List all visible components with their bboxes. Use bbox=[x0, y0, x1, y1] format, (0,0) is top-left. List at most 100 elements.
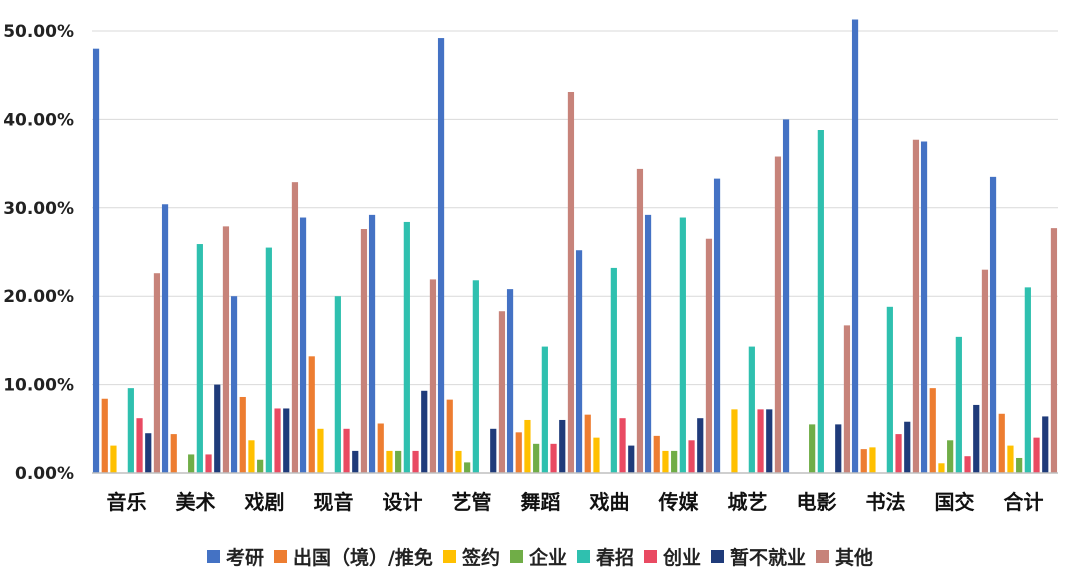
bar bbox=[498, 311, 506, 473]
bar bbox=[671, 450, 678, 473]
bar bbox=[464, 462, 471, 473]
legend-label: 签约 bbox=[461, 546, 500, 569]
x-category-label: 电影 bbox=[797, 490, 837, 514]
bar bbox=[230, 296, 238, 473]
bar bbox=[904, 421, 911, 473]
y-tick-label: 50.00% bbox=[3, 22, 74, 42]
bar bbox=[334, 296, 341, 473]
legend-label: 暂不就业 bbox=[730, 546, 807, 569]
legend-swatch bbox=[442, 549, 456, 563]
bar bbox=[782, 119, 790, 474]
legend-label: 考研 bbox=[225, 546, 264, 569]
x-category-label: 戏剧 bbox=[244, 490, 285, 514]
bar bbox=[101, 398, 108, 473]
bar bbox=[636, 168, 644, 474]
bar bbox=[257, 459, 264, 473]
y-axis-ticks: 0.00% 10.00% 20.00% 30.00% 40.00% 50.00% bbox=[3, 22, 74, 484]
bar bbox=[662, 450, 669, 473]
bar bbox=[679, 217, 686, 473]
y-tick-label: 40.00% bbox=[3, 110, 74, 130]
bar bbox=[437, 38, 445, 474]
legend-item: 其他 bbox=[816, 543, 873, 570]
legend-label: 其他 bbox=[835, 546, 874, 569]
bar bbox=[386, 450, 393, 473]
bar bbox=[1050, 228, 1058, 473]
bar bbox=[1024, 287, 1031, 473]
bar bbox=[731, 409, 738, 473]
legend-item: 企业 bbox=[509, 543, 567, 570]
bar bbox=[153, 273, 161, 473]
legend-label: 春招 bbox=[595, 546, 634, 569]
bar bbox=[446, 399, 453, 473]
x-category-label: 国交 bbox=[935, 490, 975, 514]
bar bbox=[584, 414, 591, 473]
bar bbox=[981, 269, 989, 473]
bar bbox=[455, 450, 462, 473]
bar bbox=[774, 156, 782, 473]
bar bbox=[973, 404, 980, 473]
bar bbox=[766, 409, 773, 473]
bar bbox=[283, 408, 290, 473]
bar bbox=[541, 346, 548, 473]
bar bbox=[938, 463, 945, 473]
bar bbox=[524, 419, 531, 473]
bar bbox=[817, 130, 824, 473]
bar bbox=[145, 433, 152, 473]
bar bbox=[429, 279, 437, 473]
bar bbox=[653, 435, 660, 473]
bar bbox=[490, 428, 497, 473]
legend-item: 考研 bbox=[206, 543, 264, 570]
bar bbox=[851, 19, 859, 474]
x-category-label: 戏曲 bbox=[589, 490, 630, 514]
bar bbox=[688, 440, 695, 473]
bar bbox=[697, 418, 704, 473]
bar bbox=[559, 419, 566, 473]
bar bbox=[274, 408, 281, 473]
bar bbox=[343, 428, 350, 473]
bar bbox=[136, 418, 143, 473]
y-tick-label: 30.00% bbox=[3, 199, 74, 219]
bar bbox=[860, 449, 867, 473]
bar bbox=[843, 325, 851, 473]
bar bbox=[550, 443, 557, 473]
bar bbox=[317, 428, 324, 473]
bar bbox=[533, 443, 540, 473]
legend-swatch bbox=[273, 549, 287, 563]
legend-swatch bbox=[816, 549, 830, 563]
bar bbox=[161, 204, 169, 473]
legend-swatch bbox=[509, 549, 523, 563]
bar bbox=[575, 250, 583, 473]
bar bbox=[644, 214, 652, 473]
bar bbox=[809, 424, 816, 473]
bar bbox=[110, 445, 117, 473]
bar bbox=[360, 229, 368, 473]
bar bbox=[421, 390, 428, 473]
legend-swatch bbox=[711, 549, 724, 563]
x-category-label: 城艺 bbox=[728, 490, 768, 514]
bar bbox=[1033, 437, 1040, 473]
bar bbox=[352, 450, 359, 473]
bar bbox=[628, 445, 635, 473]
bars bbox=[92, 19, 1058, 474]
legend-item: 暂不就业 bbox=[711, 543, 806, 570]
bar bbox=[955, 336, 962, 473]
y-tick-label: 10.00% bbox=[3, 376, 74, 396]
bar bbox=[713, 178, 721, 474]
bar bbox=[308, 356, 315, 473]
bar bbox=[403, 221, 410, 473]
bar bbox=[912, 139, 920, 473]
legend-item: 出国（境）/推免 bbox=[273, 543, 433, 570]
bar bbox=[964, 456, 971, 473]
bar bbox=[265, 247, 272, 473]
legend-item: 创业 bbox=[643, 543, 701, 570]
bar bbox=[92, 48, 100, 474]
bar bbox=[205, 454, 212, 473]
x-category-label: 现音 bbox=[314, 490, 354, 514]
bar bbox=[947, 440, 954, 473]
bar bbox=[395, 450, 402, 473]
legend: 考研 出国（境）/推免 签约 企业 春招 创业 暂不就业 其他 bbox=[0, 538, 1080, 574]
legend-swatch bbox=[206, 549, 220, 563]
x-category-label: 艺管 bbox=[452, 490, 492, 514]
bar bbox=[248, 440, 255, 473]
bar bbox=[1007, 445, 1014, 473]
